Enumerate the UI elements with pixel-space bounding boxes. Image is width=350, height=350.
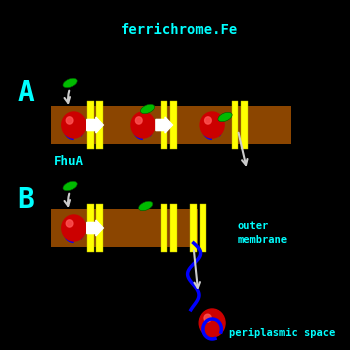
Circle shape [281, 0, 350, 46]
Bar [161, 101, 167, 149]
Circle shape [0, 320, 28, 350]
Bar [190, 204, 197, 252]
Bar [199, 204, 206, 252]
Text: A: A [18, 79, 34, 107]
Circle shape [204, 117, 211, 124]
Circle shape [272, 0, 350, 56]
Bar [170, 204, 177, 252]
Circle shape [66, 117, 73, 124]
Ellipse shape [139, 201, 153, 211]
Circle shape [0, 294, 51, 350]
Circle shape [286, 310, 350, 350]
Circle shape [135, 117, 142, 124]
Circle shape [199, 309, 225, 337]
Ellipse shape [140, 104, 155, 114]
Circle shape [0, 310, 37, 350]
Bar [161, 204, 167, 252]
Circle shape [281, 304, 350, 350]
Circle shape [295, 320, 350, 350]
Text: outer
membrane: outer membrane [238, 221, 288, 245]
Bar [87, 101, 93, 149]
Bar [87, 204, 93, 252]
Circle shape [290, 0, 350, 35]
Ellipse shape [63, 181, 77, 191]
Circle shape [0, 0, 37, 40]
Circle shape [0, 315, 33, 350]
Bar [170, 101, 177, 149]
Circle shape [267, 289, 350, 350]
Polygon shape [156, 117, 173, 133]
Bar [96, 204, 103, 252]
Circle shape [131, 112, 155, 138]
Circle shape [0, 0, 33, 35]
Circle shape [0, 0, 42, 46]
Circle shape [204, 314, 211, 322]
Circle shape [272, 294, 350, 350]
Circle shape [0, 289, 56, 350]
Polygon shape [87, 220, 103, 236]
Polygon shape [87, 117, 103, 133]
Text: ferrichrome.Fe: ferrichrome.Fe [121, 23, 238, 37]
Circle shape [0, 0, 51, 56]
Circle shape [0, 0, 56, 61]
Circle shape [0, 300, 47, 350]
Bar [232, 101, 238, 149]
Text: B: B [18, 186, 34, 214]
Circle shape [200, 112, 224, 138]
Circle shape [267, 0, 350, 61]
Bar [51, 209, 198, 247]
Bar [51, 106, 290, 144]
Circle shape [62, 215, 86, 241]
Text: FhuA: FhuA [54, 155, 84, 168]
Circle shape [295, 0, 350, 30]
Ellipse shape [63, 78, 77, 88]
Bar [96, 101, 103, 149]
Circle shape [66, 220, 73, 227]
Circle shape [0, 304, 42, 350]
Circle shape [290, 315, 350, 350]
Ellipse shape [218, 112, 232, 122]
Circle shape [0, 0, 47, 50]
Circle shape [276, 0, 350, 50]
Circle shape [276, 300, 350, 350]
Text: periplasmic space: periplasmic space [229, 328, 335, 338]
Circle shape [62, 112, 86, 138]
Bar [241, 101, 248, 149]
Circle shape [0, 0, 28, 30]
Circle shape [286, 0, 350, 40]
